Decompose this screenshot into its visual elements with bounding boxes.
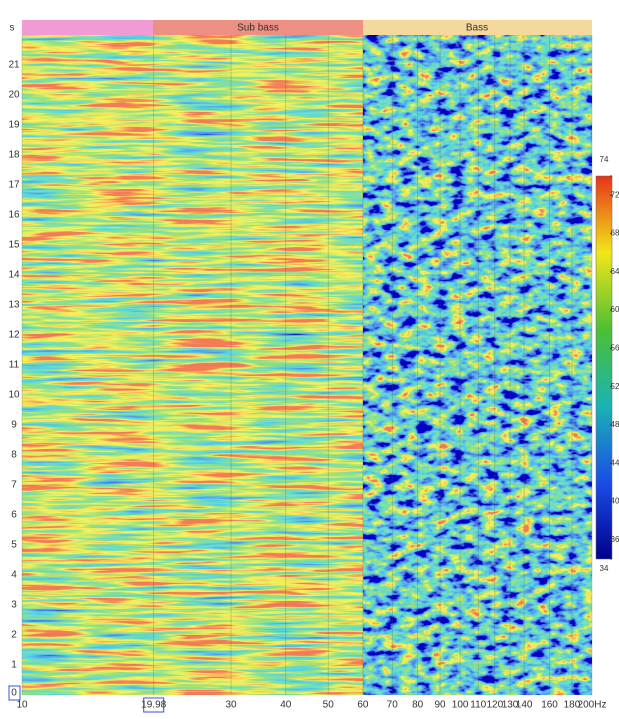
spectrogram-view: s Sub bass Bass 1019.9830405060708090100…	[0, 0, 619, 714]
colorbar-label: 68	[611, 229, 619, 238]
y-tick-label: 18	[8, 150, 20, 161]
colorbar-label: 74	[600, 155, 609, 164]
colorbar-label: 64	[611, 267, 619, 276]
y-tick-label: 10	[8, 390, 20, 401]
colorbar-label: 44	[611, 458, 619, 467]
y-tick-label: 6	[11, 510, 17, 521]
x-tick-label: 70	[387, 700, 399, 711]
band-bar	[22, 20, 153, 35]
colorbar-label: 60	[611, 305, 619, 314]
x-tick-label: 140	[516, 700, 533, 711]
colorbar-label: 72	[611, 190, 619, 199]
y-tick-label: 14	[8, 270, 20, 281]
x-tick-label: 100	[452, 700, 469, 711]
x-tick-label: 10	[16, 700, 28, 711]
x-tick-label: 60	[357, 700, 369, 711]
corner-label: s	[10, 23, 15, 34]
x-tick-label: 19.98	[141, 700, 166, 711]
y-tick-label: 4	[11, 570, 17, 581]
colorbar-label: 34	[600, 564, 609, 573]
colorbar-label: 52	[611, 382, 619, 391]
y-tick-label: 19	[8, 120, 20, 131]
y-tick-label: 1	[11, 660, 17, 671]
x-tick-label: 80	[412, 700, 424, 711]
y-tick-label: 12	[8, 330, 20, 341]
y-tick-label: 20	[8, 90, 20, 101]
x-tick-label: 30	[225, 700, 237, 711]
y-tick-label: 17	[8, 180, 20, 191]
x-tick-label: 50	[323, 700, 335, 711]
x-tick-label: 200Hz	[578, 700, 607, 711]
x-tick-label: 40	[280, 700, 292, 711]
colorbar-label: 40	[611, 497, 619, 506]
y-tick-label: 7	[11, 480, 17, 491]
band-label: Sub bass	[237, 23, 279, 34]
y-tick-label: 16	[8, 210, 20, 221]
colorbar-label: 56	[611, 343, 619, 352]
x-tick-label: 160	[541, 700, 558, 711]
x-tick-label: 110	[470, 700, 486, 711]
y-tick-label: 2	[11, 630, 17, 641]
y-tick-label: 3	[11, 600, 17, 611]
y-tick-label: 0	[11, 688, 17, 699]
colorbar-label: 36	[611, 535, 619, 544]
y-tick-label: 15	[8, 240, 20, 251]
y-tick-label: 11	[9, 360, 20, 371]
band-label: Bass	[466, 23, 488, 34]
x-tick-label: 90	[435, 700, 447, 711]
y-tick-label: 5	[11, 540, 17, 551]
y-tick-label: 8	[11, 450, 17, 461]
y-tick-label: 21	[8, 60, 20, 71]
y-tick-label: 9	[11, 420, 17, 431]
colorbar-label: 48	[611, 420, 619, 429]
y-tick-label: 13	[8, 300, 20, 311]
